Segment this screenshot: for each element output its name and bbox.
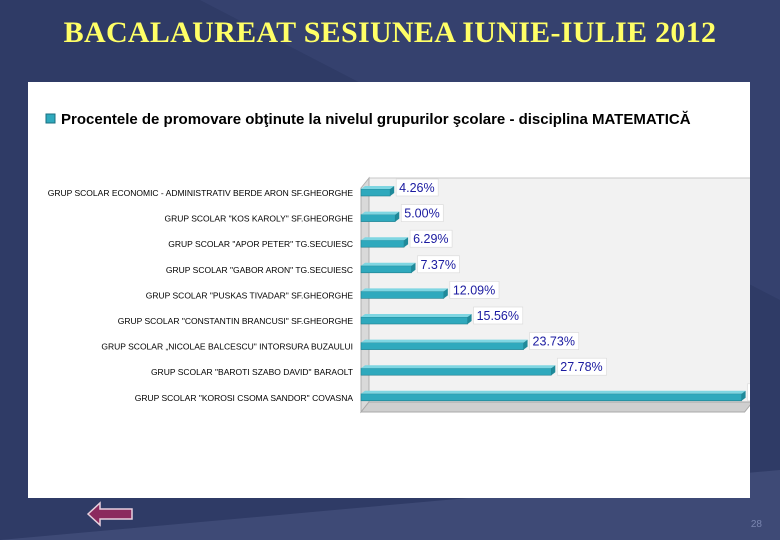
data-label: 7.37%: [420, 258, 455, 272]
bar-top: [361, 314, 472, 317]
bar-group: GRUP SCOLAR "CONSTANTIN BRANCUSI" SF.GHE…: [118, 306, 524, 326]
data-label-box: [400, 204, 444, 222]
category-label: GRUP SCOLAR "BAROTI SZABO DAVID" BARAOLT: [151, 367, 353, 377]
data-label-box: [529, 332, 580, 350]
bar-end: [523, 339, 528, 350]
bar-end: [404, 237, 409, 248]
data-label-box: [747, 383, 750, 402]
category-label: GRUP SCOLAR "KOS KAROLY" SF.GHEORGHE: [164, 214, 353, 224]
bar-group: GRUP SCOLAR "KOROSI CSOMA SANDOR" COVASN…: [135, 383, 750, 403]
category-label: GRUP SCOLAR "APOR PETER" TG.SECUIESC: [168, 239, 353, 249]
back-button[interactable]: [86, 500, 134, 528]
bar: [360, 291, 445, 299]
bar: [360, 316, 468, 325]
data-label: 4.26%: [399, 181, 434, 195]
chart-legend: Procentele de promovare obţinute la nive…: [45, 111, 691, 128]
bar: [360, 188, 391, 197]
bar: [360, 239, 405, 248]
data-label-box: [556, 357, 607, 376]
legend-label: Procentele de promovare obţinute la nive…: [61, 111, 691, 128]
bar-group: GRUP SCOLAR "APOR PETER" TG.SECUIESC 6.29…: [168, 229, 453, 249]
data-label: 15.56%: [477, 309, 519, 323]
bar-top: [361, 237, 409, 241]
bar-end: [411, 262, 416, 273]
bar-end: [551, 365, 556, 376]
bar-end: [467, 314, 472, 324]
bar-top: [361, 339, 528, 343]
chart-panel: Procentele de promovare obţinute la nive…: [28, 82, 750, 498]
data-label-box: [395, 178, 439, 197]
bar-top: [361, 211, 400, 215]
data-label: 27.78%: [560, 360, 602, 374]
bar: [360, 393, 742, 402]
bar-top: [361, 390, 746, 394]
data-label-box: [473, 306, 524, 325]
data-label-box: [417, 255, 460, 274]
bar-top: [361, 262, 416, 266]
bar-group: GRUP SCOLAR "BAROTI SZABO DAVID" BARAOLT…: [151, 357, 607, 377]
data-label-box: [449, 281, 500, 299]
data-label: 12.09%: [453, 283, 495, 297]
bar-group: GRUP SCOLAR ECONOMIC - ADMINISTRATIV BER…: [48, 178, 439, 198]
plot-floor: [359, 401, 750, 413]
legend-swatch: [45, 113, 56, 124]
category-label: GRUP SCOLAR „NICOLAE BALCESCU" INTORSURA…: [101, 342, 353, 352]
bar: [360, 367, 552, 376]
category-label: GRUP SCOLAR "KOROSI CSOMA SANDOR" COVASN…: [135, 393, 354, 403]
slide-title: BACALAUREAT SESIUNEA IUNIE-IULIE 2012: [63, 16, 717, 49]
data-label: 6.29%: [413, 232, 448, 246]
bar-top: [361, 365, 556, 369]
bar: [360, 342, 524, 350]
bar: [360, 265, 412, 274]
bar-end: [443, 288, 448, 299]
data-label-box: [409, 229, 453, 248]
category-label: GRUP SCOLAR "PUSKAS TIVADAR" SF.GHEORGHE: [146, 290, 354, 300]
back-arrow-icon: [86, 501, 133, 527]
plot-area: GRUP SCOLAR ECONOMIC - ADMINISTRATIV BER…: [48, 176, 750, 414]
bar-chart: Procentele de promovare obţinute la nive…: [45, 111, 750, 414]
bar-end: [390, 186, 395, 196]
category-label: GRUP SCOLAR "GABOR ARON" TG.SECUIESC: [166, 265, 353, 275]
bar: [360, 214, 396, 222]
bar-group: GRUP SCOLAR "KOS KAROLY" SF.GHEORGHE 5.00…: [164, 204, 444, 224]
slide-number: 28: [750, 519, 762, 530]
data-label: 5.00%: [404, 207, 439, 221]
bar-top: [361, 288, 448, 292]
bar-group: GRUP SCOLAR "PUSKAS TIVADAR" SF.GHEORGHE…: [146, 281, 500, 300]
bar-top: [361, 186, 395, 189]
category-label: GRUP SCOLAR "CONSTANTIN BRANCUSI" SF.GHE…: [118, 316, 354, 326]
category-label: GRUP SCOLAR ECONOMIC - ADMINISTRATIV BER…: [48, 188, 354, 198]
bar-end: [741, 390, 746, 401]
bar-group: GRUP SCOLAR "GABOR ARON" TG.SECUIESC 7.37…: [166, 255, 460, 275]
bar-end: [395, 211, 400, 222]
data-label: 23.73%: [533, 335, 575, 349]
bar-group: GRUP SCOLAR „NICOLAE BALCESCU" INTORSURA…: [101, 332, 580, 352]
